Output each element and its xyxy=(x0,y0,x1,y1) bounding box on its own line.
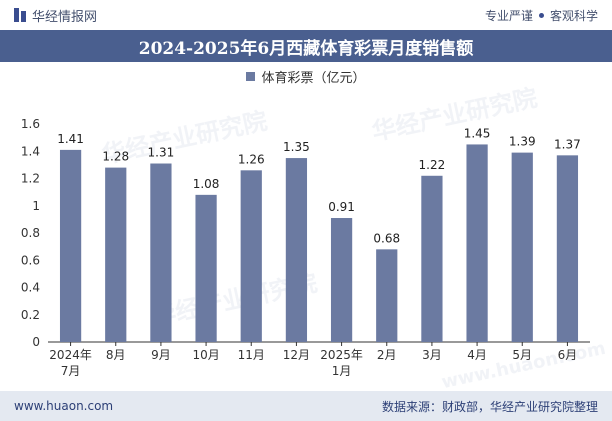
dot-icon xyxy=(538,12,544,18)
brand-name: 华经情报网 xyxy=(32,9,98,25)
tagline: 专业严谨 客观科学 xyxy=(485,7,598,24)
x-tick-label: 9月 xyxy=(151,348,171,362)
bar xyxy=(195,194,217,342)
title-bar: 2024-2025年6月西藏体育彩票月度销售额 xyxy=(0,30,612,62)
data-label: 1.28 xyxy=(102,150,129,164)
y-tick-label: 0 xyxy=(32,335,40,349)
chart-axes: 0 0.2 0.4 0.6 0.8 1 1.2 1.4 1.6 2024年 7月 8月 9月 10月 11月… xyxy=(21,117,590,378)
footer-source: 数据来源：财政部，华经产业研究院整理 xyxy=(381,399,598,414)
bar xyxy=(59,149,82,342)
x-tick-label: 2025年 xyxy=(320,348,363,362)
bar xyxy=(466,144,488,342)
chart-title: 2024-2025年6月西藏体育彩票月度销售额 xyxy=(138,38,474,59)
x-tick-label: 10月 xyxy=(192,348,219,362)
x-tick-label: 7月 xyxy=(61,364,81,378)
bar xyxy=(285,158,308,342)
chart-bars xyxy=(59,144,579,342)
y-tick-label: 0.2 xyxy=(21,308,40,322)
y-tick-label: 1.2 xyxy=(21,172,40,186)
x-tick-label: 2月 xyxy=(377,348,397,362)
bar xyxy=(556,155,579,342)
x-tick-label: 12月 xyxy=(283,348,310,362)
x-tick-label: 11月 xyxy=(238,348,265,362)
bar xyxy=(511,152,533,342)
legend-swatch xyxy=(246,71,256,81)
data-label: 1.31 xyxy=(148,146,175,160)
y-tick-label: 0.6 xyxy=(21,253,40,267)
data-label: 1.35 xyxy=(283,140,310,154)
chart-labels: 1.41 1.28 1.31 1.08 1.26 1.35 0.91 0.68 1.22 1.45… xyxy=(57,126,581,245)
bar xyxy=(105,167,127,342)
data-label: 1.45 xyxy=(464,126,491,140)
y-tick-label: 1.6 xyxy=(21,117,40,131)
x-tick-label: 1月 xyxy=(332,364,352,378)
bar xyxy=(421,175,443,342)
top-bar: 华经情报网 专业严谨 客观科学 xyxy=(0,0,612,30)
data-label: 0.91 xyxy=(328,200,355,214)
brand: 华经情报网 xyxy=(14,6,97,25)
x-tick-label: 8月 xyxy=(106,348,126,362)
y-tick-label: 1 xyxy=(32,199,40,213)
y-tick-label: 1.4 xyxy=(21,144,40,158)
y-tick-label: 0.4 xyxy=(21,281,40,295)
legend: 体育彩票（亿元） xyxy=(0,66,612,86)
footer: www.huaon.com 数据来源：财政部，华经产业研究院整理 xyxy=(0,391,612,421)
brand-logo-icon xyxy=(14,8,26,22)
bar xyxy=(330,218,353,342)
data-label: 1.41 xyxy=(57,132,84,146)
tagline-left: 专业严谨 xyxy=(484,8,533,23)
x-tick-label: 2024年 xyxy=(49,348,92,362)
bar xyxy=(240,170,262,342)
bar-chart: 0 0.2 0.4 0.6 0.8 1 1.2 1.4 1.6 2024年 7月 8月 9月 10月 11月… xyxy=(21,117,590,378)
legend-label: 体育彩票（亿元） xyxy=(261,70,366,86)
x-tick-label: 4月 xyxy=(467,348,487,362)
data-label: 0.68 xyxy=(373,231,400,245)
x-tick-label: 5月 xyxy=(512,348,532,362)
x-tick-label: 3月 xyxy=(422,348,442,362)
bar xyxy=(376,249,398,342)
data-label: 1.39 xyxy=(509,135,536,149)
footer-url: www.huaon.com xyxy=(14,399,114,413)
data-label: 1.26 xyxy=(238,152,265,166)
y-tick-label: 0.8 xyxy=(21,226,40,240)
data-label: 1.22 xyxy=(419,158,446,172)
data-label: 1.08 xyxy=(193,177,220,191)
bar xyxy=(150,163,172,342)
x-tick-label: 6月 xyxy=(558,348,578,362)
data-label: 1.37 xyxy=(554,137,581,151)
tagline-right: 客观科学 xyxy=(549,8,598,23)
